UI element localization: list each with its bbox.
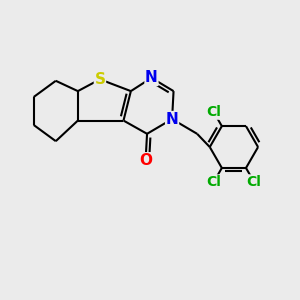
Text: N: N xyxy=(145,70,158,86)
Text: Cl: Cl xyxy=(206,175,221,189)
Text: S: S xyxy=(94,72,105,87)
Text: Cl: Cl xyxy=(247,175,262,189)
Text: O: O xyxy=(139,153,152,168)
Text: N: N xyxy=(166,112,178,127)
Text: Cl: Cl xyxy=(206,105,221,119)
